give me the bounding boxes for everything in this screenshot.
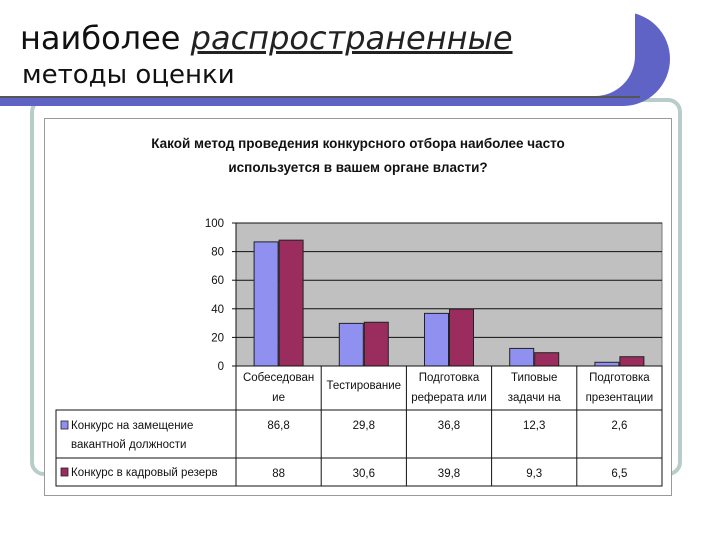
title-box xyxy=(0,10,635,96)
slide-title-italic: распространенные xyxy=(190,19,513,57)
x-category-label: Тестирование xyxy=(327,380,402,392)
legend-key-series-1 xyxy=(60,420,69,430)
table-body xyxy=(55,409,663,487)
bar-series-1 xyxy=(594,361,620,367)
chart-title-line-2: используется в вашем органе власти? xyxy=(228,160,488,175)
slide-title-plain: наиболее xyxy=(20,19,191,57)
data-value-label: 86,8 xyxy=(267,420,289,432)
legend-series-name: Конкурс в кадровый резерв xyxy=(71,467,218,479)
bar-series-2 xyxy=(363,321,389,367)
data-value-label: 36,8 xyxy=(438,420,460,432)
y-tick-label: 100 xyxy=(205,218,224,230)
data-value-label: 12,3 xyxy=(523,420,545,432)
x-category-label: Собеседован xyxy=(243,372,314,384)
bar-series-1 xyxy=(509,347,535,367)
x-category-label: презентации xyxy=(586,392,654,404)
y-tick-label: 40 xyxy=(211,304,224,316)
legend-series-name: Конкурс на замещение xyxy=(71,420,193,432)
bar-series-2 xyxy=(449,308,474,367)
legend-series-name: вакантной должности xyxy=(71,439,186,451)
x-category-label: реферата или xyxy=(411,392,486,404)
data-value-label: 29,8 xyxy=(353,420,375,432)
title-underline xyxy=(0,96,640,98)
x-category-label: Подготовка xyxy=(419,372,480,384)
y-tick-label: 20 xyxy=(211,332,224,344)
bar-series-1 xyxy=(253,241,279,367)
x-category-label: Подготовка xyxy=(589,372,650,384)
legend-key-series-2 xyxy=(60,467,69,477)
y-tick-label: 60 xyxy=(211,275,224,287)
table-header-row xyxy=(235,365,663,411)
slide-subtitle: методы оценки xyxy=(22,60,235,90)
bar-series-2 xyxy=(534,352,560,367)
chart-title: Какой метод проведения конкурсного отбор… xyxy=(44,132,672,180)
y-tick-label: 80 xyxy=(211,247,224,259)
data-value-label: 2,6 xyxy=(611,420,627,432)
x-category-label: ие xyxy=(272,392,285,404)
bar-series-2 xyxy=(278,239,304,367)
data-value-label: 6,5 xyxy=(611,468,627,480)
x-category-label: Типовые xyxy=(511,372,557,384)
y-tick-label: 0 xyxy=(218,361,224,373)
bar-series-1 xyxy=(338,322,364,367)
data-value-label: 9,3 xyxy=(526,468,542,480)
data-value-label: 30,6 xyxy=(353,468,375,480)
chart-title-line-1: Какой метод проведения конкурсного отбор… xyxy=(151,136,565,151)
data-value-label: 88 xyxy=(272,468,285,480)
bar-series-1 xyxy=(424,312,449,367)
x-category-label: задачи на xyxy=(508,392,561,404)
bar-series-2 xyxy=(619,356,645,367)
slide-title: наиболее распространенные xyxy=(20,20,513,56)
data-value-label: 39,8 xyxy=(438,468,460,480)
